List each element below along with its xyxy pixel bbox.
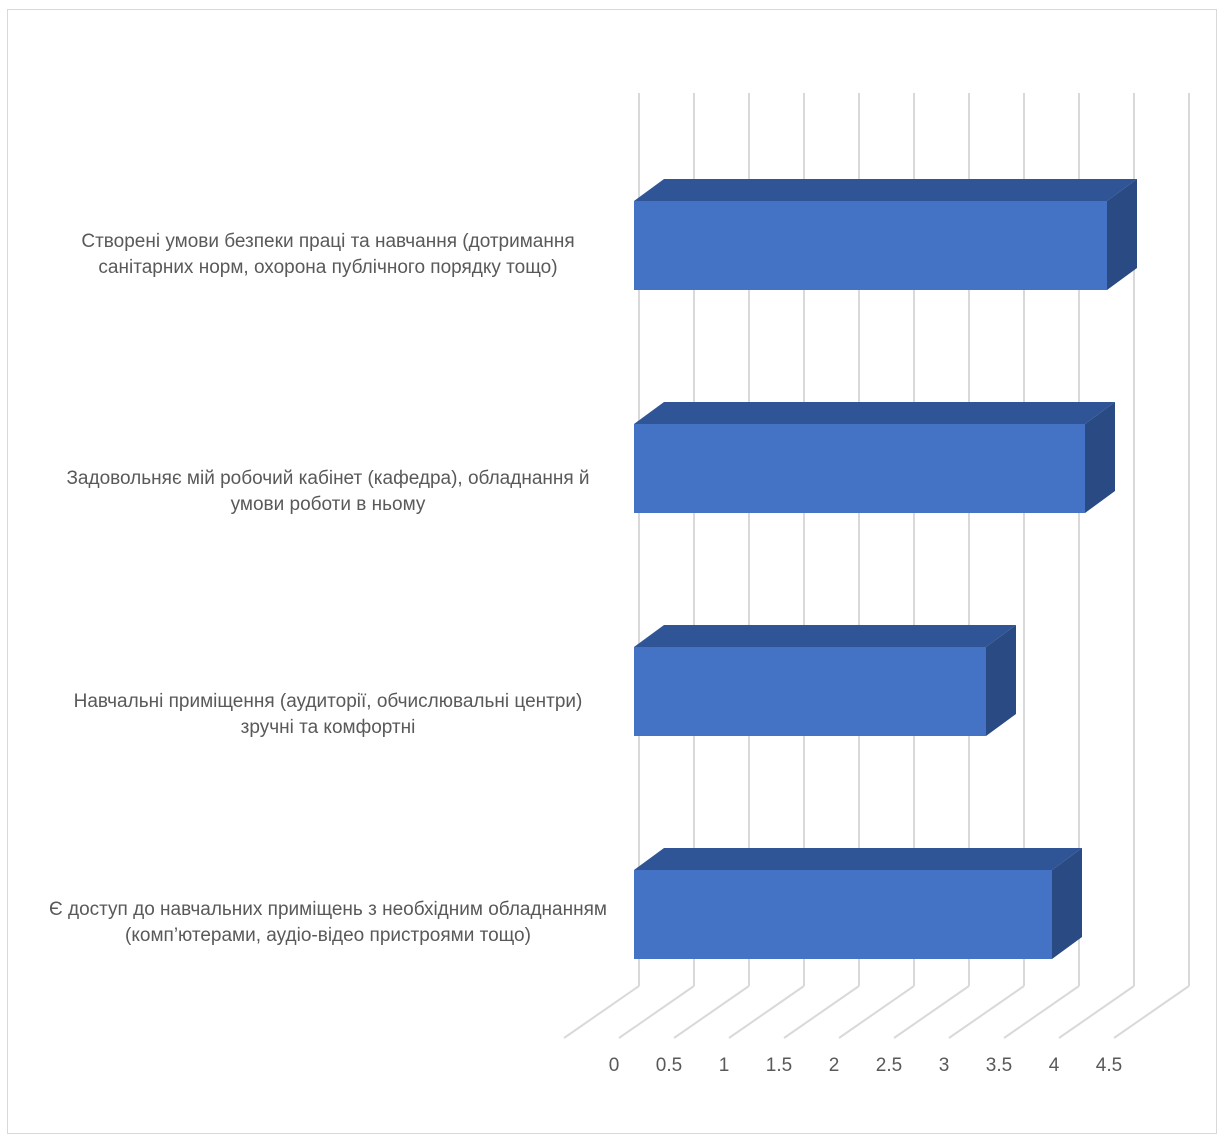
x-tick-label: 1	[719, 1055, 730, 1076]
bar-4	[634, 848, 1082, 959]
bars	[634, 179, 1137, 959]
chart-frame: 0 0.5 1 1.5 2 2.5 3 3.5 4 4.5 Створені умови безп…	[7, 9, 1217, 1134]
gridline-floor	[1058, 985, 1135, 1039]
bar-side-3	[986, 625, 1016, 736]
bar-front-3	[634, 647, 986, 736]
gridline-floor	[1003, 985, 1080, 1039]
x-tick-label: 3.5	[986, 1055, 1012, 1076]
category-label-1: Створені умови безпеки праці та навчання…	[81, 231, 575, 278]
bar-2	[634, 402, 1115, 513]
x-tick-label: 4	[1049, 1055, 1060, 1076]
x-tick-label: 1.5	[766, 1055, 792, 1076]
bar-top-2	[634, 402, 1115, 424]
bar-top-3	[634, 625, 1016, 647]
x-tick-label: 2.5	[876, 1055, 902, 1076]
bar-top-4	[634, 848, 1082, 870]
bar-1	[634, 179, 1137, 290]
chart-plot: 0 0.5 1 1.5 2 2.5 3 3.5 4 4.5	[563, 93, 1190, 1076]
x-tick-label: 3	[939, 1055, 950, 1076]
x-tick-labels: 0 0.5 1 1.5 2 2.5 3 3.5 4 4.5	[609, 1055, 1123, 1076]
bar-front-4	[634, 870, 1052, 959]
bar-top-1	[634, 179, 1137, 201]
gridline-floor	[838, 985, 915, 1039]
gridline-floor	[783, 985, 860, 1039]
gridline-floor	[893, 985, 970, 1039]
bar-3	[634, 625, 1016, 736]
category-label-4: Є доступ до навчальних приміщень з необх…	[49, 899, 607, 946]
category-label-2: Задовольняє мій робочий кабінет (кафедра…	[66, 468, 590, 515]
category-label-3: Навчальні приміщення (аудиторії, обчислю…	[73, 691, 583, 738]
x-tick-label: 4.5	[1096, 1055, 1122, 1076]
x-tick-label: 0.5	[656, 1055, 682, 1076]
bar-side-4	[1052, 848, 1082, 959]
gridline-floor	[728, 985, 805, 1039]
x-tick-label: 0	[609, 1055, 620, 1076]
bar-side-1	[1107, 179, 1137, 290]
bar-front-1	[634, 201, 1107, 290]
gridline-floor	[563, 985, 640, 1039]
x-tick-label: 2	[829, 1055, 840, 1076]
bar-side-2	[1085, 402, 1115, 513]
gridline-floor	[1113, 985, 1190, 1039]
gridline-floor	[618, 985, 695, 1039]
gridline-floor	[948, 985, 1025, 1039]
gridline-floor	[673, 985, 750, 1039]
bar-front-2	[634, 424, 1085, 513]
